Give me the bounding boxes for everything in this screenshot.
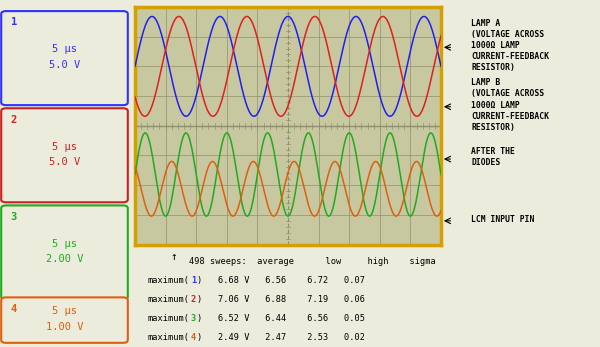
Text: maximum(: maximum( [147,314,189,323]
Text: maximum(: maximum( [147,295,189,304]
Text: )   2.49 V   2.47    2.53   0.02: ) 2.49 V 2.47 2.53 0.02 [197,333,365,342]
Text: )   6.52 V   6.44    6.56   0.05: ) 6.52 V 6.44 6.56 0.05 [197,314,365,323]
Text: ↑: ↑ [170,252,178,262]
Text: )   6.68 V   6.56    6.72   0.07: ) 6.68 V 6.56 6.72 0.07 [197,276,365,285]
Text: 1: 1 [191,276,196,285]
Text: 4: 4 [191,333,196,342]
Text: 2: 2 [191,295,196,304]
Text: )   7.06 V   6.88    7.19   0.06: ) 7.06 V 6.88 7.19 0.06 [197,295,365,304]
Text: LAMP B
(VOLTAGE ACROSS
1000Ω LAMP
CURRENT-FEEDBACK
RESISTOR): LAMP B (VOLTAGE ACROSS 1000Ω LAMP CURREN… [471,78,549,132]
Text: 2.00 V: 2.00 V [46,254,83,264]
Text: 1: 1 [11,17,17,27]
Text: LAMP A
(VOLTAGE ACROSS
1000Ω LAMP
CURRENT-FEEDBACK
RESISTOR): LAMP A (VOLTAGE ACROSS 1000Ω LAMP CURREN… [471,19,549,72]
Text: 1.00 V: 1.00 V [46,322,83,332]
Text: 3: 3 [191,314,196,323]
Text: 5.0 V: 5.0 V [49,60,80,70]
Text: 5.0 V: 5.0 V [49,157,80,167]
Text: 3: 3 [11,212,17,222]
Text: LCM INPUT PIN: LCM INPUT PIN [471,215,535,223]
Text: AFTER THE
DIODES: AFTER THE DIODES [471,147,515,167]
Text: 4: 4 [11,304,17,314]
Text: 5 μs: 5 μs [52,239,77,249]
Text: 5 μs: 5 μs [52,306,77,316]
Text: maximum(: maximum( [147,333,189,342]
Text: 5 μs: 5 μs [52,142,77,152]
Text: 5 μs: 5 μs [52,44,77,54]
Text: 2: 2 [11,115,17,125]
Text: maximum(: maximum( [147,276,189,285]
Text: 498 sweeps:  average      low     high    sigma: 498 sweeps: average low high sigma [189,257,436,266]
